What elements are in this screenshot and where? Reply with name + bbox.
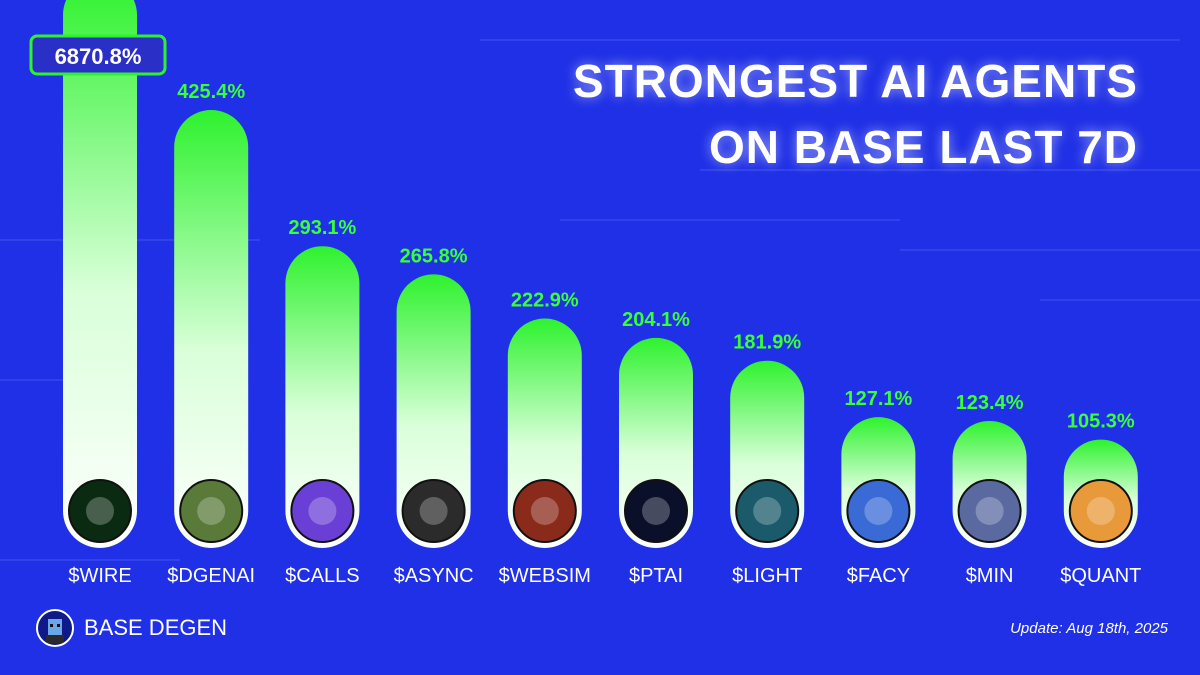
value-label: 181.9% bbox=[733, 332, 801, 354]
value-label: 293.1% bbox=[288, 217, 356, 239]
bar-group: 222.9% $WEBSIM bbox=[499, 289, 591, 587]
category-label: $WEBSIM bbox=[499, 565, 591, 587]
icon-highlight bbox=[86, 497, 114, 525]
bar-group: 127.1% $FACY bbox=[841, 388, 916, 587]
bar bbox=[396, 274, 471, 548]
icon-highlight bbox=[642, 497, 670, 525]
icon-highlight bbox=[419, 497, 448, 525]
icon-highlight bbox=[197, 497, 226, 525]
category-label: $PTAI bbox=[629, 565, 683, 587]
bar-group: 204.1% $PTAI bbox=[619, 309, 693, 587]
facy-face-icon bbox=[846, 479, 911, 543]
value-label: 127.1% bbox=[844, 388, 912, 410]
chart-title: STRONGEST AI AGENTS ON BASE LAST 7D bbox=[498, 48, 1138, 180]
bar bbox=[285, 246, 360, 548]
category-label: $CALLS bbox=[285, 565, 360, 587]
category-label: $DGENAI bbox=[167, 565, 255, 587]
value-label: 425.4% bbox=[177, 81, 245, 103]
quant-woman-icon bbox=[1068, 479, 1133, 543]
category-label: $FACY bbox=[847, 565, 910, 587]
bar-group: 265.8% $ASYNC bbox=[394, 245, 474, 587]
green-alien-icon bbox=[68, 479, 132, 543]
category-label: $WIRE bbox=[68, 565, 131, 587]
value-label: 6870.8% bbox=[55, 44, 142, 69]
category-label: $ASYNC bbox=[394, 565, 474, 587]
icon-highlight bbox=[864, 497, 893, 525]
brand-name: BASE DEGEN bbox=[84, 615, 228, 640]
bar-group: 123.4% $MIN bbox=[952, 392, 1027, 587]
cosmic-head-icon bbox=[957, 479, 1022, 543]
icon-highlight bbox=[308, 497, 337, 525]
bar-group: 293.1% $CALLS bbox=[285, 217, 360, 587]
category-label: $LIGHT bbox=[732, 565, 802, 587]
brand: BASE DEGEN bbox=[36, 609, 228, 647]
pepe-frog-icon bbox=[179, 479, 244, 543]
value-label: 204.1% bbox=[622, 309, 690, 331]
category-label: $QUANT bbox=[1060, 565, 1141, 587]
value-label: 265.8% bbox=[400, 245, 468, 267]
category-label: $MIN bbox=[966, 565, 1014, 587]
demon-hacker-icon bbox=[512, 479, 577, 543]
value-label: 123.4% bbox=[956, 392, 1024, 414]
value-label-box bbox=[29, 34, 167, 76]
icon-highlight bbox=[975, 497, 1004, 525]
async-logo-icon bbox=[401, 479, 466, 543]
value-label: 222.9% bbox=[511, 289, 579, 311]
icon-highlight bbox=[530, 497, 559, 525]
bar bbox=[63, 0, 137, 548]
bar-group: 181.9% $LIGHT bbox=[730, 332, 805, 587]
value-label: 105.3% bbox=[1067, 411, 1135, 433]
ptai-logo-icon bbox=[624, 479, 688, 543]
base-degen-avatar-icon bbox=[36, 609, 74, 647]
icon-highlight bbox=[753, 497, 782, 525]
title-line-2: ON BASE LAST 7D bbox=[708, 121, 1138, 173]
glowing-figure-icon bbox=[735, 479, 800, 543]
bar-group: 425.4% $DGENAI bbox=[167, 81, 255, 587]
update-date: Update: Aug 18th, 2025 bbox=[1010, 620, 1168, 637]
purple-ring-icon bbox=[290, 479, 355, 543]
title-line-1: STRONGEST AI AGENTS bbox=[572, 55, 1138, 107]
bar-group: 105.3% $QUANT bbox=[1060, 411, 1141, 587]
bar bbox=[174, 110, 249, 548]
bar-group: 6870.8% $WIRE bbox=[29, 0, 167, 587]
icon-highlight bbox=[1086, 497, 1115, 525]
